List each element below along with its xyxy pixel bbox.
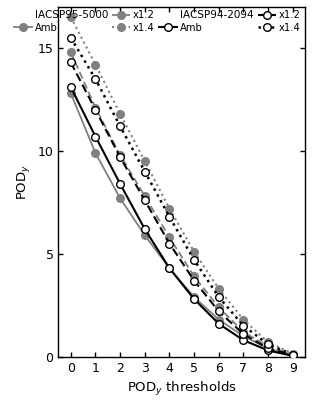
Y-axis label: POD$_y$: POD$_y$	[15, 164, 32, 200]
Legend: IACSP95-5000, Amb, x1.2, x1.4, IACSP94-2094, Amb, x1.2, x1.4: IACSP95-5000, Amb, x1.2, x1.4, IACSP94-2…	[12, 9, 303, 35]
X-axis label: POD$_y$ thresholds: POD$_y$ thresholds	[127, 380, 236, 398]
